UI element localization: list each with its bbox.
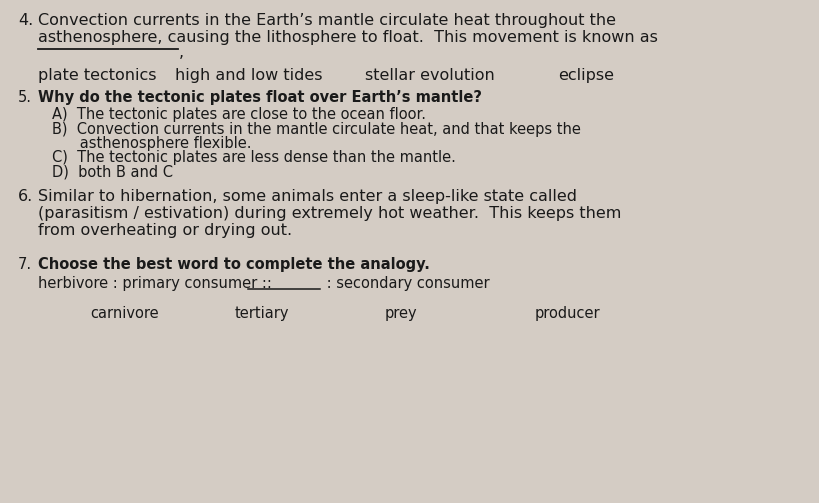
Text: Choose the best word to complete the analogy.: Choose the best word to complete the ana… [38,257,430,272]
Text: 4.: 4. [18,13,34,28]
Text: Why do the tectonic plates float over Earth’s mantle?: Why do the tectonic plates float over Ea… [38,90,482,105]
Text: asthenosphere, causing the lithosphere to float.  This movement is known as: asthenosphere, causing the lithosphere t… [38,30,658,45]
Text: 5.: 5. [18,90,32,105]
Text: prey: prey [385,306,418,321]
Text: Similar to hibernation, some animals enter a sleep-like state called: Similar to hibernation, some animals ent… [38,189,577,204]
Text: high and low tides: high and low tides [175,68,323,83]
Text: eclipse: eclipse [558,68,614,83]
Text: 7.: 7. [18,257,32,272]
Text: asthenosphere flexible.: asthenosphere flexible. [52,136,251,151]
Text: (parasitism / estivation) during extremely hot weather.  This keeps them: (parasitism / estivation) during extreme… [38,206,622,221]
Text: ,: , [179,45,184,60]
Text: stellar evolution: stellar evolution [365,68,495,83]
Text: C)  The tectonic plates are less dense than the mantle.: C) The tectonic plates are less dense th… [52,150,456,165]
Text: tertiary: tertiary [235,306,289,321]
Text: herbivore : primary consumer ::: herbivore : primary consumer :: [38,276,277,291]
Text: producer: producer [535,306,600,321]
Text: B)  Convection currents in the mantle circulate heat, and that keeps the: B) Convection currents in the mantle cir… [52,122,581,137]
Text: from overheating or drying out.: from overheating or drying out. [38,223,292,238]
Text: plate tectonics: plate tectonics [38,68,156,83]
Text: carnivore: carnivore [90,306,159,321]
Text: 6.: 6. [18,189,34,204]
Text: : secondary consumer: : secondary consumer [322,276,489,291]
Text: D)  both B and C: D) both B and C [52,164,173,179]
Text: A)  The tectonic plates are close to the ocean floor.: A) The tectonic plates are close to the … [52,107,426,122]
Text: Convection currents in the Earth’s mantle circulate heat throughout the: Convection currents in the Earth’s mantl… [38,13,616,28]
